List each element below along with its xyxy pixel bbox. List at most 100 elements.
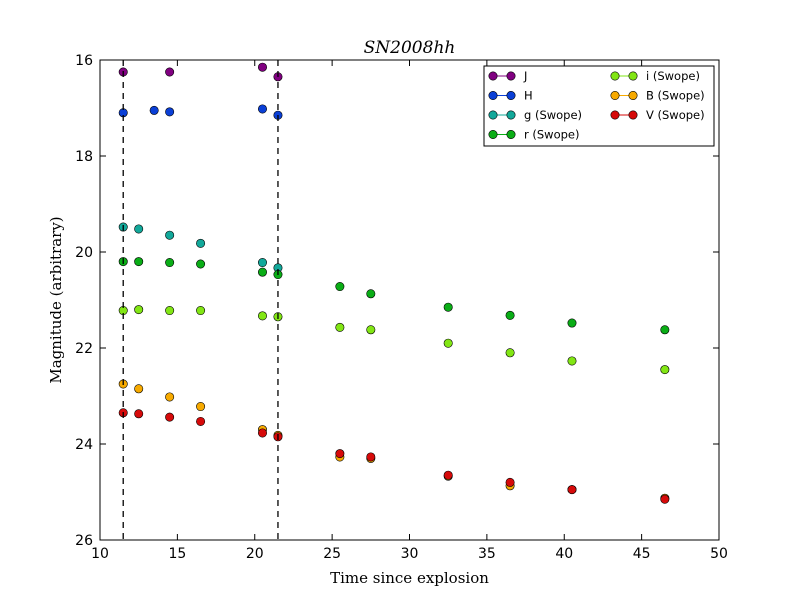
data-point [567, 356, 577, 366]
series-v-swope [118, 408, 670, 504]
legend: JHg (Swope) r (Swope) i (Swope) B (Swope) V … [483, 65, 715, 147]
data-point [257, 428, 267, 438]
series-r-swope [118, 257, 670, 335]
data-point [134, 384, 144, 394]
legend-box [483, 65, 715, 147]
data-point [257, 258, 267, 268]
data-point [165, 392, 175, 402]
data-point [257, 311, 267, 321]
data-point [196, 238, 206, 248]
y-tick-label: 26 [75, 533, 93, 549]
data-point [165, 67, 175, 77]
vertical-reference-lines [122, 60, 279, 540]
legend-marker [628, 71, 638, 81]
legend-marker [506, 110, 516, 120]
legend-label: H [524, 89, 533, 103]
legend-label: B (Swope) [646, 89, 705, 103]
data-point [196, 306, 206, 316]
legend-item: i (Swope) [610, 69, 700, 83]
legend-marker [628, 91, 638, 101]
x-tick-label: 20 [246, 546, 264, 562]
data-point [134, 257, 144, 267]
data-point [443, 470, 453, 480]
data-point [505, 310, 515, 320]
x-tick-label: 40 [555, 546, 573, 562]
legend-marker [628, 110, 638, 120]
x-tick-label: 35 [478, 546, 496, 562]
data-point [366, 452, 376, 462]
axis-ticks [99, 59, 720, 541]
data-point [660, 494, 670, 504]
legend-marker [488, 110, 498, 120]
series-h [118, 104, 283, 120]
legend-marker [506, 130, 516, 140]
data-point [134, 224, 144, 234]
legend-marker [488, 91, 498, 101]
data-point [257, 62, 267, 72]
legend-item: V (Swope) [610, 108, 705, 122]
data-point [165, 107, 175, 117]
legend-marker [506, 71, 516, 81]
data-point [257, 267, 267, 277]
y-tick-label: 20 [75, 245, 93, 261]
x-tick-label: 25 [323, 546, 341, 562]
legend-marker [506, 91, 516, 101]
legend-marker [610, 110, 620, 120]
data-point [165, 230, 175, 240]
x-tick-label: 45 [633, 546, 651, 562]
data-point [134, 305, 144, 315]
legend-label: g (Swope) [524, 108, 582, 122]
series-j [118, 62, 283, 82]
legend-marker [610, 91, 620, 101]
data-point [567, 485, 577, 495]
data-point [165, 412, 175, 422]
legend-label: i (Swope) [646, 69, 700, 83]
data-point [335, 322, 345, 332]
data-point [567, 318, 577, 328]
data-point [505, 348, 515, 358]
legend-label: V (Swope) [646, 108, 705, 122]
data-point [257, 104, 267, 114]
data-point [149, 105, 159, 115]
x-tick-label: 10 [91, 546, 109, 562]
legend-item: B (Swope) [610, 89, 705, 103]
data-point [505, 477, 515, 487]
legend-label: r (Swope) [524, 128, 579, 142]
data-point [196, 416, 206, 426]
data-point [660, 365, 670, 375]
legend-marker [610, 71, 620, 81]
x-tick-label: 50 [710, 546, 728, 562]
legend-item: r (Swope) [488, 128, 579, 142]
x-tick-label: 15 [168, 546, 186, 562]
series-b-swope [118, 379, 670, 503]
y-tick-label: 16 [75, 53, 93, 69]
series-i-swope [118, 305, 670, 375]
y-tick-label: 18 [75, 149, 93, 165]
data-point [366, 289, 376, 299]
legend-item: H [488, 89, 533, 103]
data-point [660, 325, 670, 335]
legend-marker [488, 130, 498, 140]
data-point [335, 449, 345, 459]
y-axis-label: Magnitude (arbitrary) [47, 216, 65, 383]
legend-marker [488, 71, 498, 81]
x-tick-label: 30 [401, 546, 419, 562]
data-point [134, 409, 144, 419]
data-point [443, 302, 453, 312]
legend-item: g (Swope) [488, 108, 582, 122]
data-point [366, 325, 376, 335]
data-point [196, 259, 206, 269]
legend-label: J [523, 69, 527, 83]
y-tick-label: 24 [75, 437, 93, 453]
y-tick-label: 22 [75, 341, 93, 357]
data-point [335, 282, 345, 292]
data-point [165, 258, 175, 268]
legend-item: J [488, 69, 527, 83]
chart-title: SN2008hh [364, 38, 456, 58]
data-point [443, 338, 453, 348]
axis-tick-labels: 10 15 20 25 30 35 40 45 50 16 18 20 22 24 26 [75, 53, 728, 562]
data-point [196, 402, 206, 412]
data-point [165, 306, 175, 316]
x-axis-label: Time since explosion [330, 569, 489, 587]
